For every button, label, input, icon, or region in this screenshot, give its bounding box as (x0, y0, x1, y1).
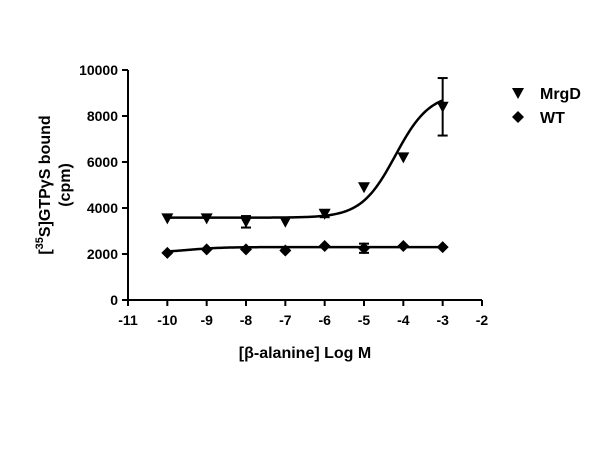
x-tick-label: -5 (358, 312, 371, 328)
data-point-mrgd (161, 213, 174, 225)
data-point-wt (397, 239, 410, 252)
data-point-wt (358, 242, 370, 255)
x-tick-label: -9 (200, 312, 213, 328)
data-point-wt (279, 244, 292, 257)
y-axis-title-main: S]GTPγS bound (37, 115, 54, 237)
y-tick-label: 2000 (87, 246, 118, 262)
data-point-wt (436, 241, 449, 254)
x-tick-label: -6 (318, 312, 331, 328)
data-point-wt (200, 243, 213, 256)
x-axis-title: [β-alanine] Log M (239, 345, 371, 362)
x-tick-label: -2 (476, 312, 489, 328)
data-point-mrgd (279, 216, 292, 228)
data-point-wt (240, 243, 252, 256)
y-axis-unit: (cpm) (57, 163, 74, 207)
series-wt (161, 239, 449, 259)
legend-marker-wt (512, 111, 524, 123)
data-point-mrgd (436, 101, 449, 113)
plot-area (161, 77, 449, 259)
data-point-mrgd (318, 208, 331, 220)
data-point-mrgd (200, 213, 213, 225)
y-tick-label: 4000 (87, 200, 118, 216)
series-mrgd (161, 77, 449, 229)
data-point-mrgd (358, 182, 370, 194)
data-point-wt (318, 239, 331, 252)
legend-label-mrgd: MrgD (540, 86, 581, 103)
x-tick-label: -8 (240, 312, 253, 328)
y-axis-title-superscript: 35 (34, 237, 46, 249)
y-axis-title-prefix: [ (37, 249, 54, 255)
x-tick-label: -7 (279, 312, 292, 328)
y-tick-label: 10000 (79, 62, 118, 78)
y-tick-label: 8000 (87, 108, 118, 124)
fit-curve-wt (167, 245, 443, 253)
x-tick-label: -10 (157, 312, 177, 328)
legend-label-wt: WT (540, 110, 565, 127)
y-axis-title: [35S]GTPγS bound (34, 115, 54, 254)
data-point-mrgd (240, 216, 252, 228)
data-point-wt (161, 246, 174, 259)
legend-marker-mrgd (512, 88, 524, 99)
x-tick-label: -4 (397, 312, 410, 328)
y-tick-label: 6000 (87, 154, 118, 170)
fit-curve-mrgd (167, 99, 444, 219)
axes: 0 2000 4000 6000 8000 10000 -11 -10 -9 -8 -7 -6 -5 -4… (79, 62, 488, 328)
y-tick-label: 0 (110, 292, 118, 308)
x-tick-label: -11 (118, 312, 138, 328)
x-tick-label: -3 (436, 312, 449, 328)
data-point-mrgd (397, 152, 410, 164)
legend: MrgD WT (512, 86, 581, 127)
